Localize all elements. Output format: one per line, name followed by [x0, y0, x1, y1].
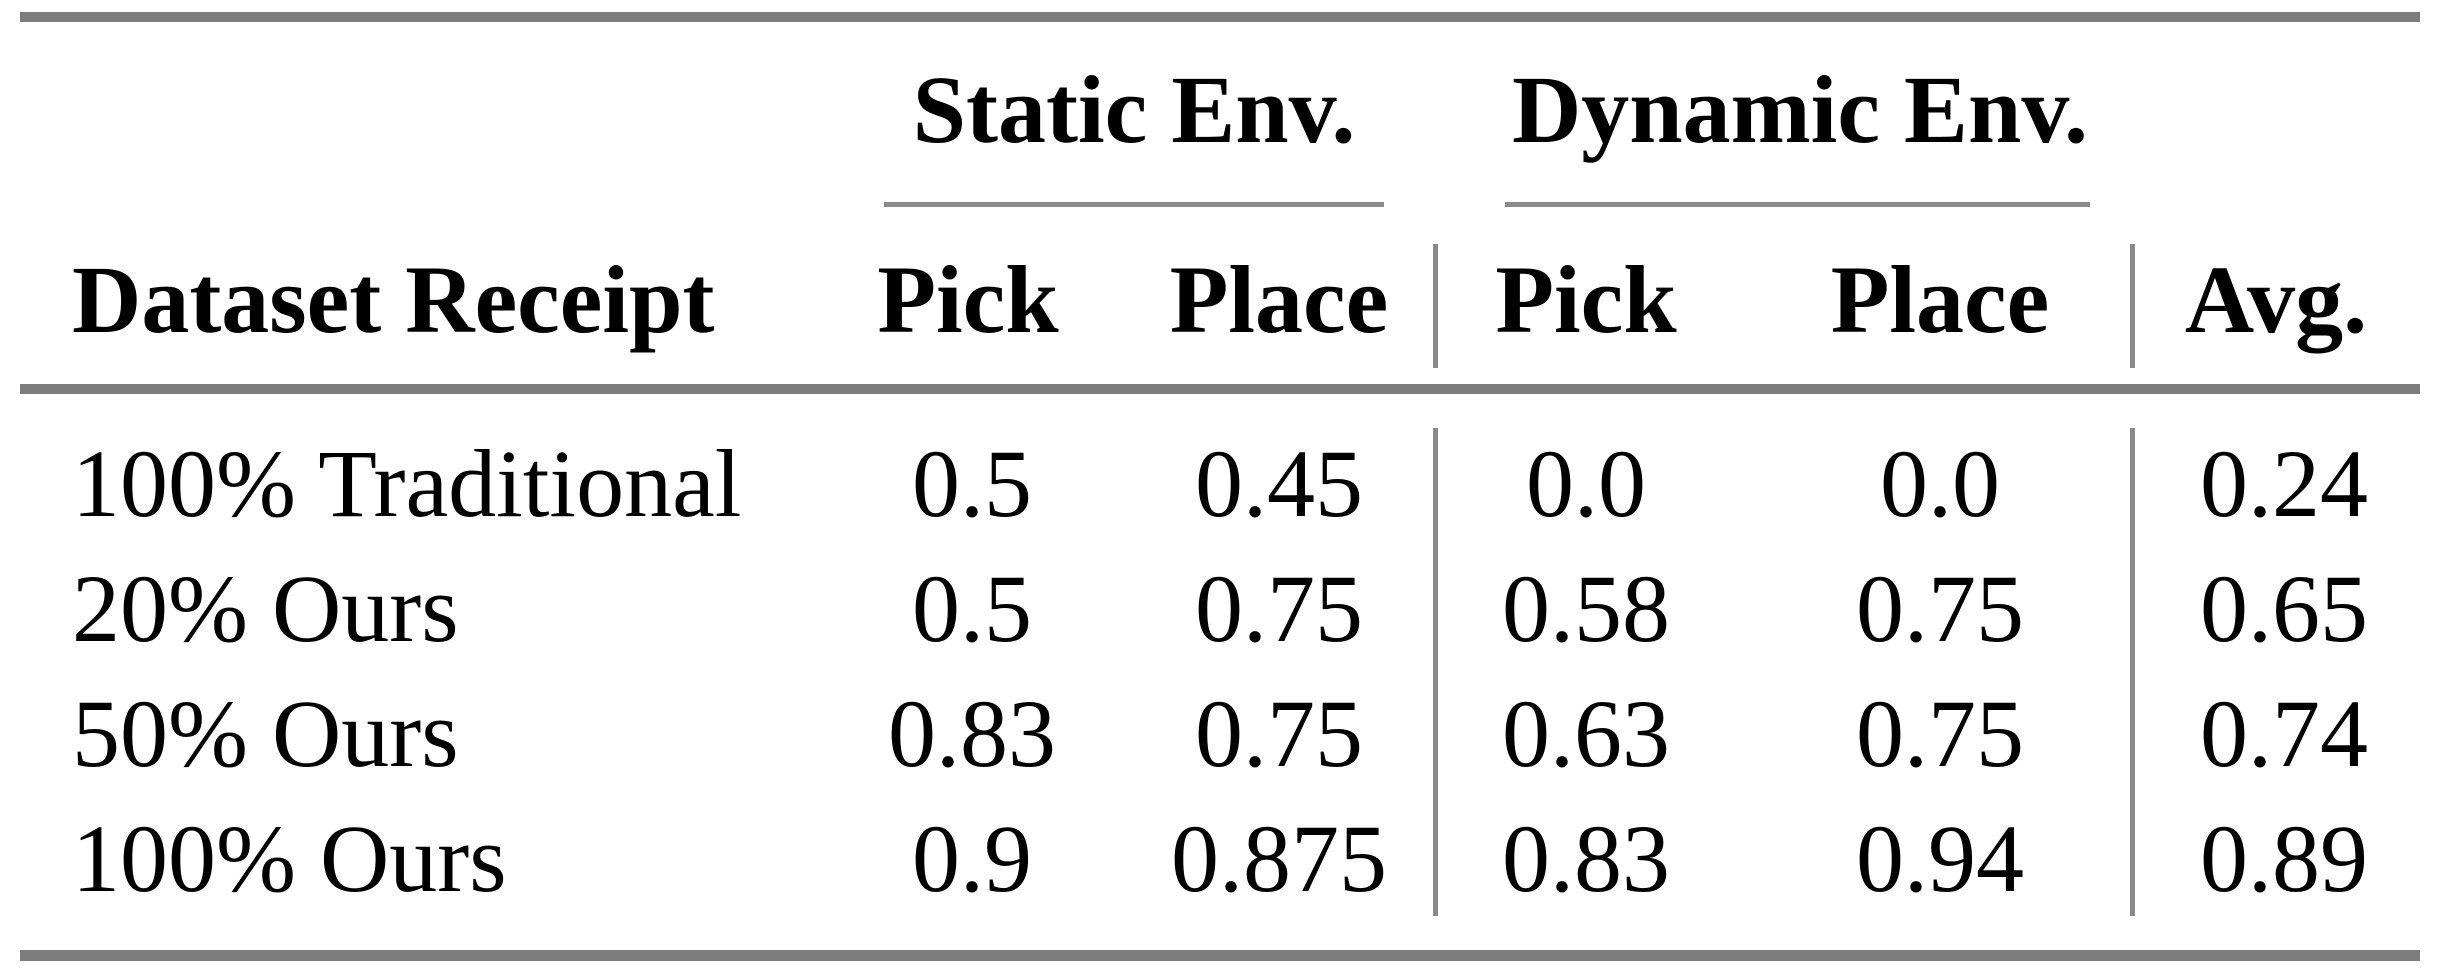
- row-1-static-pick: 0.5: [912, 555, 1032, 662]
- row-1-dynamic-pick: 0.58: [1502, 555, 1670, 662]
- row-2-avg: 0.74: [2200, 680, 2368, 787]
- col-header-dynamic-place: Place: [1830, 246, 2050, 353]
- row-3-dynamic-pick: 0.83: [1502, 805, 1670, 912]
- static-env-underline: [884, 202, 1384, 207]
- dynamic-env-underline: [1505, 202, 2090, 207]
- vertical-divider-2-body: [2130, 428, 2135, 916]
- row-3-label: 100% Ours: [72, 805, 507, 912]
- row-1-label: 20% Ours: [72, 555, 459, 662]
- vertical-divider-1-header: [1433, 244, 1438, 368]
- row-0-static-place: 0.45: [1195, 430, 1363, 537]
- row-3-static-pick: 0.9: [912, 805, 1032, 912]
- row-2-label: 50% Ours: [72, 680, 459, 787]
- row-2-dynamic-pick: 0.63: [1502, 680, 1670, 787]
- row-0-dynamic-pick: 0.0: [1526, 430, 1646, 537]
- row-2-dynamic-place: 0.75: [1856, 680, 2024, 787]
- row-3-dynamic-place: 0.94: [1856, 805, 2024, 912]
- col-group-dynamic: Dynamic Env.: [1511, 56, 2089, 163]
- col-header-dynamic-pick: Pick: [1495, 246, 1677, 353]
- vertical-divider-1-body: [1433, 428, 1438, 916]
- row-3-static-place: 0.875: [1171, 805, 1387, 912]
- row-2-static-place: 0.75: [1195, 680, 1363, 787]
- col-header-dataset-receipt: Dataset Receipt: [72, 246, 715, 353]
- col-header-static-place: Place: [1169, 246, 1389, 353]
- bottom-rule: [20, 950, 2420, 961]
- row-2-static-pick: 0.83: [888, 680, 1056, 787]
- row-1-static-place: 0.75: [1195, 555, 1363, 662]
- col-group-static: Static Env.: [912, 56, 1356, 163]
- col-header-static-pick: Pick: [877, 246, 1059, 353]
- row-3-avg: 0.89: [2200, 805, 2368, 912]
- col-header-avg: Avg.: [2184, 246, 2368, 353]
- row-1-avg: 0.65: [2200, 555, 2368, 662]
- row-0-avg: 0.24: [2200, 430, 2368, 537]
- row-0-dynamic-place: 0.0: [1880, 430, 2000, 537]
- header-midrule: [20, 384, 2420, 394]
- row-1-dynamic-place: 0.75: [1856, 555, 2024, 662]
- top-rule: [20, 12, 2420, 22]
- row-0-static-pick: 0.5: [912, 430, 1032, 537]
- vertical-divider-2-header: [2130, 244, 2135, 368]
- row-0-label: 100% Traditional: [72, 430, 742, 537]
